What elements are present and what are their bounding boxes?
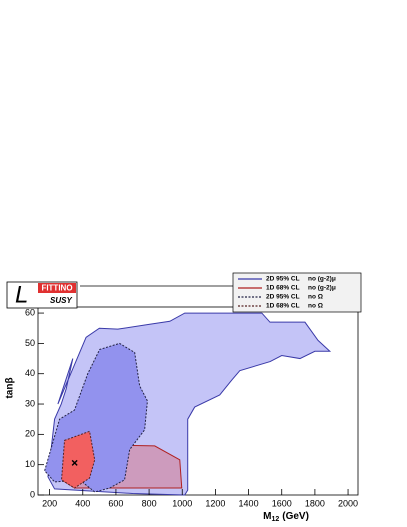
legend-condition: no Ω <box>308 303 323 310</box>
logo-subtitle: SUSY <box>50 296 72 305</box>
legend-condition: no (g-2)μ <box>308 276 336 283</box>
x-tick-label: 2000 <box>338 498 358 508</box>
y-tick-label: 0 <box>30 489 35 499</box>
legend-name: 1D 68% CL <box>266 303 300 310</box>
logo-title: FITTINO <box>41 284 72 293</box>
x-tick-label: 600 <box>108 498 123 508</box>
x-tick-label: 800 <box>142 498 157 508</box>
x-tick-label: 200 <box>42 498 57 508</box>
y-tick-label: 40 <box>25 368 35 378</box>
legend: 2D 95% CL no (g-2)μ 1D 68% CL no (g-2)μ 2D 9… <box>238 276 336 310</box>
y-tick-label: 20 <box>25 429 35 439</box>
y-tick-label: 60 <box>25 307 35 317</box>
regions <box>44 312 332 496</box>
legend-condition: no Ω <box>308 294 323 301</box>
x-tick-label: 1200 <box>205 498 225 508</box>
legend-name: 2D 95% CL <box>266 276 300 283</box>
best-fit-marker <box>71 459 78 466</box>
x-tick-label: 1600 <box>272 498 292 508</box>
y-tick-label: 50 <box>25 338 35 348</box>
legend-name: 2D 95% CL <box>266 294 300 301</box>
y-tick-label: 10 <box>25 459 35 469</box>
logo-mark: L <box>15 281 28 308</box>
logo-title-bg <box>38 283 76 293</box>
x-axis-label: M12 (GeV) <box>263 511 309 523</box>
x-label-main: M <box>263 511 271 522</box>
y-tick-label: 30 <box>25 398 35 408</box>
x-label-sub: 12 <box>271 516 279 523</box>
x-tick-label: 1400 <box>239 498 259 508</box>
x-tick-label: 400 <box>75 498 90 508</box>
x-label-unit: (GeV) <box>282 511 309 522</box>
legend-name: 1D 68% CL <box>266 285 300 292</box>
contour-region <box>61 430 96 489</box>
x-tick-label: 1000 <box>172 498 192 508</box>
legend-condition: no (g-2)μ <box>308 285 336 292</box>
y-axis-label: tanβ <box>5 377 16 398</box>
x-tick-label: 1800 <box>305 498 325 508</box>
axes: 200 400 600 800 1000 1200 1400 1600 1800 2000 0 10 2… <box>25 307 358 508</box>
